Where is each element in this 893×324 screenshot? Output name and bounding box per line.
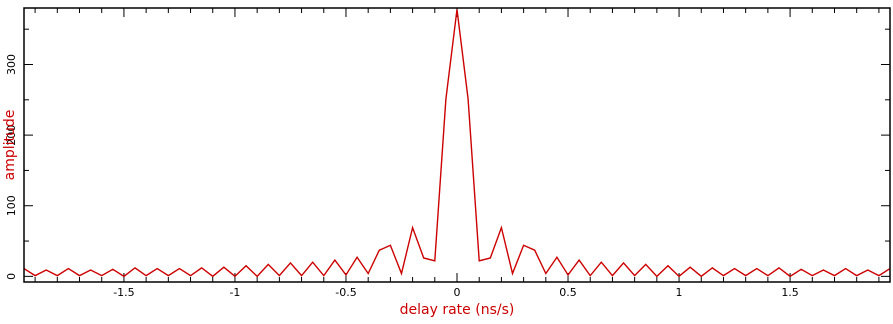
y-tick-label: 200 (5, 125, 18, 146)
y-tick-label: 0 (5, 273, 18, 280)
x-tick-label: 1.5 (781, 286, 799, 299)
plot-frame (23, 7, 891, 283)
y-axis-label: amplitude (2, 110, 18, 181)
x-tick-label: 1 (676, 286, 683, 299)
tick-marks (24, 8, 890, 282)
x-axis-label: delay rate (ns/s) (400, 302, 515, 318)
y-tick-label: 300 (5, 54, 18, 75)
x-tick-label: -1.5 (113, 286, 134, 299)
x-tick-label: -0.5 (335, 286, 356, 299)
x-tick-label: -1 (229, 286, 240, 299)
x-tick-labels: -1.5 -1 -0.5 0 0.5 1 1.5 (113, 286, 799, 299)
x-tick-label: 0 (454, 286, 461, 299)
series-line (23, 9, 891, 278)
y-tick-label: 100 (5, 195, 18, 216)
x-tick-label: 0.5 (559, 286, 577, 299)
y-tick-labels: 0 100 200 300 (5, 54, 18, 280)
